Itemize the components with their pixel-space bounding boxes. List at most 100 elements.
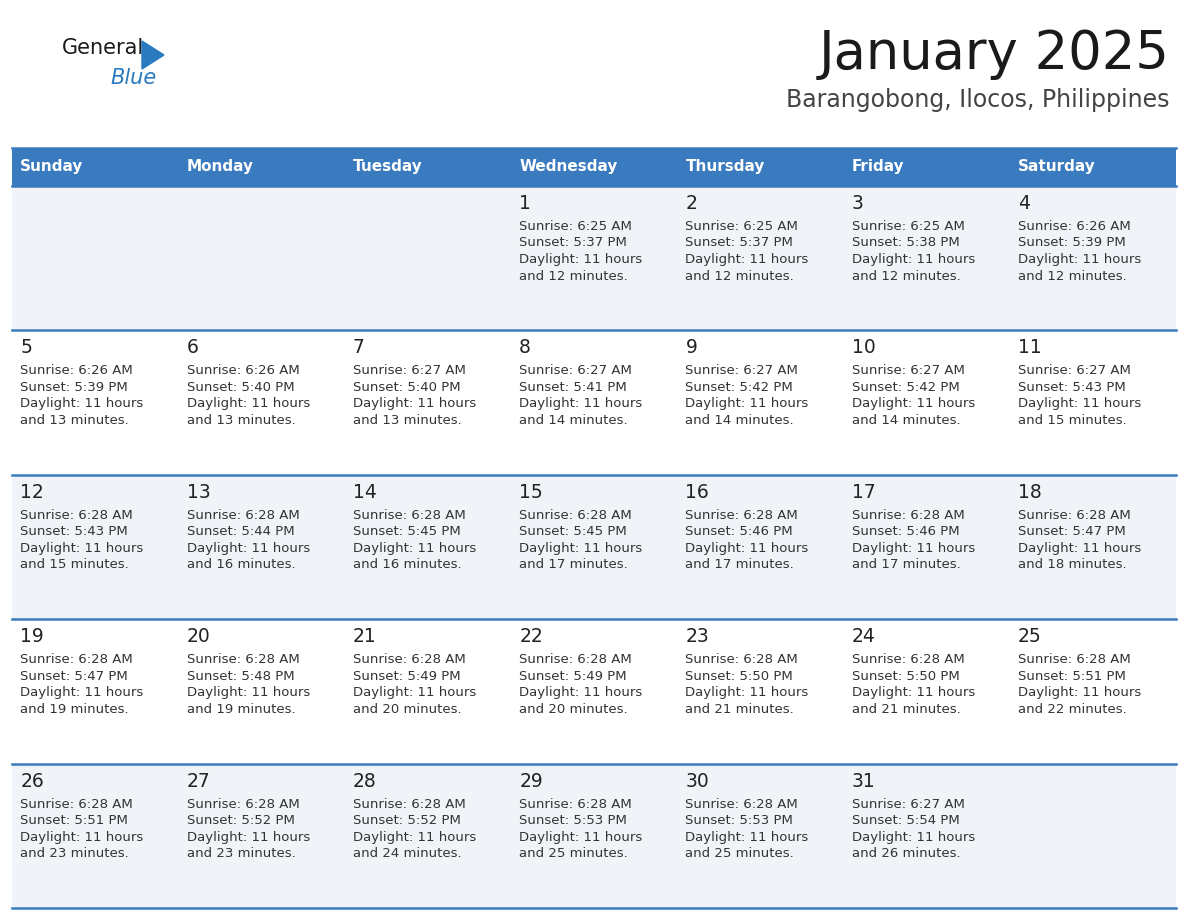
Text: Daylight: 11 hours: Daylight: 11 hours	[685, 831, 809, 844]
Text: and 15 minutes.: and 15 minutes.	[20, 558, 129, 571]
Text: Sunset: 5:40 PM: Sunset: 5:40 PM	[353, 381, 461, 394]
Text: Daylight: 11 hours: Daylight: 11 hours	[852, 253, 975, 266]
Text: 25: 25	[1018, 627, 1042, 646]
Text: and 12 minutes.: and 12 minutes.	[519, 270, 628, 283]
Text: Daylight: 11 hours: Daylight: 11 hours	[685, 542, 809, 554]
Text: 3: 3	[852, 194, 864, 213]
Text: and 16 minutes.: and 16 minutes.	[187, 558, 296, 571]
Text: Sunrise: 6:28 AM: Sunrise: 6:28 AM	[187, 798, 299, 811]
Text: 30: 30	[685, 772, 709, 790]
Text: Sunrise: 6:25 AM: Sunrise: 6:25 AM	[852, 220, 965, 233]
Text: Sunset: 5:52 PM: Sunset: 5:52 PM	[187, 814, 295, 827]
Text: Sunset: 5:47 PM: Sunset: 5:47 PM	[20, 670, 128, 683]
Text: Sunset: 5:40 PM: Sunset: 5:40 PM	[187, 381, 295, 394]
Text: and 25 minutes.: and 25 minutes.	[685, 847, 795, 860]
Text: 23: 23	[685, 627, 709, 646]
Text: Sunset: 5:53 PM: Sunset: 5:53 PM	[519, 814, 627, 827]
Text: and 20 minutes.: and 20 minutes.	[353, 702, 461, 716]
Bar	[345, 148, 511, 186]
Text: Sunset: 5:42 PM: Sunset: 5:42 PM	[685, 381, 794, 394]
Text: Sunrise: 6:27 AM: Sunrise: 6:27 AM	[852, 798, 965, 811]
Text: Sunrise: 6:28 AM: Sunrise: 6:28 AM	[519, 509, 632, 521]
Text: Tuesday: Tuesday	[353, 160, 423, 174]
Text: Daylight: 11 hours: Daylight: 11 hours	[353, 686, 476, 700]
Text: 7: 7	[353, 339, 365, 357]
Text: 13: 13	[187, 483, 210, 502]
Text: Daylight: 11 hours: Daylight: 11 hours	[187, 831, 310, 844]
Text: Sunset: 5:46 PM: Sunset: 5:46 PM	[852, 525, 960, 538]
Text: 6: 6	[187, 339, 198, 357]
Text: Wednesday: Wednesday	[519, 160, 618, 174]
Text: Daylight: 11 hours: Daylight: 11 hours	[1018, 253, 1142, 266]
Text: Sunset: 5:43 PM: Sunset: 5:43 PM	[1018, 381, 1126, 394]
Text: Daylight: 11 hours: Daylight: 11 hours	[20, 542, 144, 554]
Bar	[677, 148, 843, 186]
Text: Sunrise: 6:27 AM: Sunrise: 6:27 AM	[519, 364, 632, 377]
Text: Sunrise: 6:27 AM: Sunrise: 6:27 AM	[1018, 364, 1131, 377]
Text: 24: 24	[852, 627, 876, 646]
Text: Saturday: Saturday	[1018, 160, 1095, 174]
Bar	[12, 330, 1176, 475]
Text: Sunset: 5:45 PM: Sunset: 5:45 PM	[353, 525, 461, 538]
Text: Sunrise: 6:28 AM: Sunrise: 6:28 AM	[1018, 509, 1131, 521]
Text: Sunset: 5:51 PM: Sunset: 5:51 PM	[20, 814, 128, 827]
Text: 1: 1	[519, 194, 531, 213]
Text: Daylight: 11 hours: Daylight: 11 hours	[852, 686, 975, 700]
Text: Sunset: 5:47 PM: Sunset: 5:47 PM	[1018, 525, 1126, 538]
Text: and 14 minutes.: and 14 minutes.	[852, 414, 960, 427]
Text: Sunrise: 6:28 AM: Sunrise: 6:28 AM	[852, 654, 965, 666]
Text: Daylight: 11 hours: Daylight: 11 hours	[852, 397, 975, 410]
Text: Daylight: 11 hours: Daylight: 11 hours	[519, 253, 643, 266]
Text: 19: 19	[20, 627, 44, 646]
Text: 31: 31	[852, 772, 876, 790]
Text: Sunset: 5:54 PM: Sunset: 5:54 PM	[852, 814, 960, 827]
Text: Sunrise: 6:27 AM: Sunrise: 6:27 AM	[685, 364, 798, 377]
Text: Daylight: 11 hours: Daylight: 11 hours	[353, 831, 476, 844]
Text: 27: 27	[187, 772, 210, 790]
Bar	[511, 148, 677, 186]
Text: 9: 9	[685, 339, 697, 357]
Text: and 19 minutes.: and 19 minutes.	[20, 702, 129, 716]
Text: and 15 minutes.: and 15 minutes.	[1018, 414, 1126, 427]
Text: 2: 2	[685, 194, 697, 213]
Text: Sunset: 5:39 PM: Sunset: 5:39 PM	[1018, 237, 1126, 250]
Text: and 12 minutes.: and 12 minutes.	[1018, 270, 1126, 283]
Text: 12: 12	[20, 483, 44, 502]
Text: Sunset: 5:49 PM: Sunset: 5:49 PM	[353, 670, 461, 683]
Text: and 17 minutes.: and 17 minutes.	[685, 558, 795, 571]
Text: 17: 17	[852, 483, 876, 502]
Text: Sunday: Sunday	[20, 160, 83, 174]
Text: Sunset: 5:42 PM: Sunset: 5:42 PM	[852, 381, 960, 394]
Text: Daylight: 11 hours: Daylight: 11 hours	[353, 542, 476, 554]
Text: Daylight: 11 hours: Daylight: 11 hours	[852, 831, 975, 844]
Text: Sunset: 5:48 PM: Sunset: 5:48 PM	[187, 670, 295, 683]
Text: Daylight: 11 hours: Daylight: 11 hours	[685, 686, 809, 700]
Text: and 13 minutes.: and 13 minutes.	[20, 414, 129, 427]
Text: Thursday: Thursday	[685, 160, 765, 174]
Text: and 14 minutes.: and 14 minutes.	[519, 414, 627, 427]
Text: and 24 minutes.: and 24 minutes.	[353, 847, 461, 860]
Text: Daylight: 11 hours: Daylight: 11 hours	[187, 397, 310, 410]
Text: Blue: Blue	[110, 68, 157, 88]
Text: Sunrise: 6:28 AM: Sunrise: 6:28 AM	[187, 654, 299, 666]
Text: Daylight: 11 hours: Daylight: 11 hours	[20, 686, 144, 700]
Text: Daylight: 11 hours: Daylight: 11 hours	[1018, 542, 1142, 554]
Text: Sunrise: 6:28 AM: Sunrise: 6:28 AM	[519, 798, 632, 811]
Text: Sunrise: 6:28 AM: Sunrise: 6:28 AM	[20, 509, 133, 521]
Text: Sunset: 5:51 PM: Sunset: 5:51 PM	[1018, 670, 1126, 683]
Text: Daylight: 11 hours: Daylight: 11 hours	[685, 397, 809, 410]
Text: and 19 minutes.: and 19 minutes.	[187, 702, 296, 716]
Text: Sunset: 5:50 PM: Sunset: 5:50 PM	[685, 670, 794, 683]
Text: Sunset: 5:38 PM: Sunset: 5:38 PM	[852, 237, 960, 250]
Text: and 12 minutes.: and 12 minutes.	[685, 270, 795, 283]
Text: 18: 18	[1018, 483, 1042, 502]
Text: General: General	[62, 38, 144, 58]
Text: Daylight: 11 hours: Daylight: 11 hours	[187, 542, 310, 554]
Text: Sunrise: 6:28 AM: Sunrise: 6:28 AM	[685, 654, 798, 666]
Text: Daylight: 11 hours: Daylight: 11 hours	[20, 831, 144, 844]
Text: Sunrise: 6:26 AM: Sunrise: 6:26 AM	[187, 364, 299, 377]
Text: Sunrise: 6:28 AM: Sunrise: 6:28 AM	[685, 509, 798, 521]
Text: 4: 4	[1018, 194, 1030, 213]
Text: 14: 14	[353, 483, 377, 502]
Text: and 17 minutes.: and 17 minutes.	[519, 558, 628, 571]
